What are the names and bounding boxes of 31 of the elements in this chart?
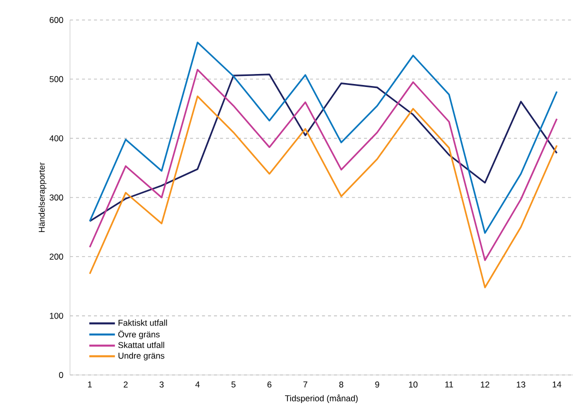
y-tick-label: 300 [50, 194, 64, 200]
x-tick-label: 12 [480, 382, 490, 388]
line-series [88, 96, 558, 288]
x-tick-label: 13 [516, 382, 526, 388]
legend-label: Övre gräns [118, 330, 160, 340]
legend-label: Undre gräns [118, 352, 164, 360]
legend-label: Faktiskt utfall [118, 320, 167, 326]
x-tick-label: 9 [375, 382, 380, 388]
x-tick-label: 10 [409, 382, 418, 388]
y-tick-label: 600 [50, 16, 64, 23]
y-tick-label: 0 [59, 372, 64, 378]
line-series [88, 74, 558, 222]
y-tick-label: 100 [50, 312, 64, 319]
x-axis-title: Tidsperiod (månad) [285, 394, 358, 404]
line-series [88, 42, 558, 234]
x-tick-label: 3 [160, 382, 164, 388]
x-tick-label: 8 [339, 382, 344, 388]
legend-label: Skattat utfall [118, 342, 164, 348]
x-tick-label: 14 [552, 382, 562, 388]
y-tick-label: 400 [49, 135, 64, 142]
x-tick-label: 6 [267, 382, 272, 388]
x-tick-label: 7 [303, 382, 308, 388]
x-tick-label: 5 [231, 382, 236, 388]
y-tick-label: 500 [50, 76, 64, 82]
x-tick-label: 4 [195, 382, 200, 388]
x-tick-label: 1 [88, 382, 92, 388]
y-tick-label: 200 [50, 254, 64, 260]
y-axis-title: Händelserapporter [38, 162, 46, 232]
line-series [88, 68, 558, 262]
x-tick-label: 11 [445, 382, 454, 388]
x-tick-label: 2 [124, 382, 128, 388]
